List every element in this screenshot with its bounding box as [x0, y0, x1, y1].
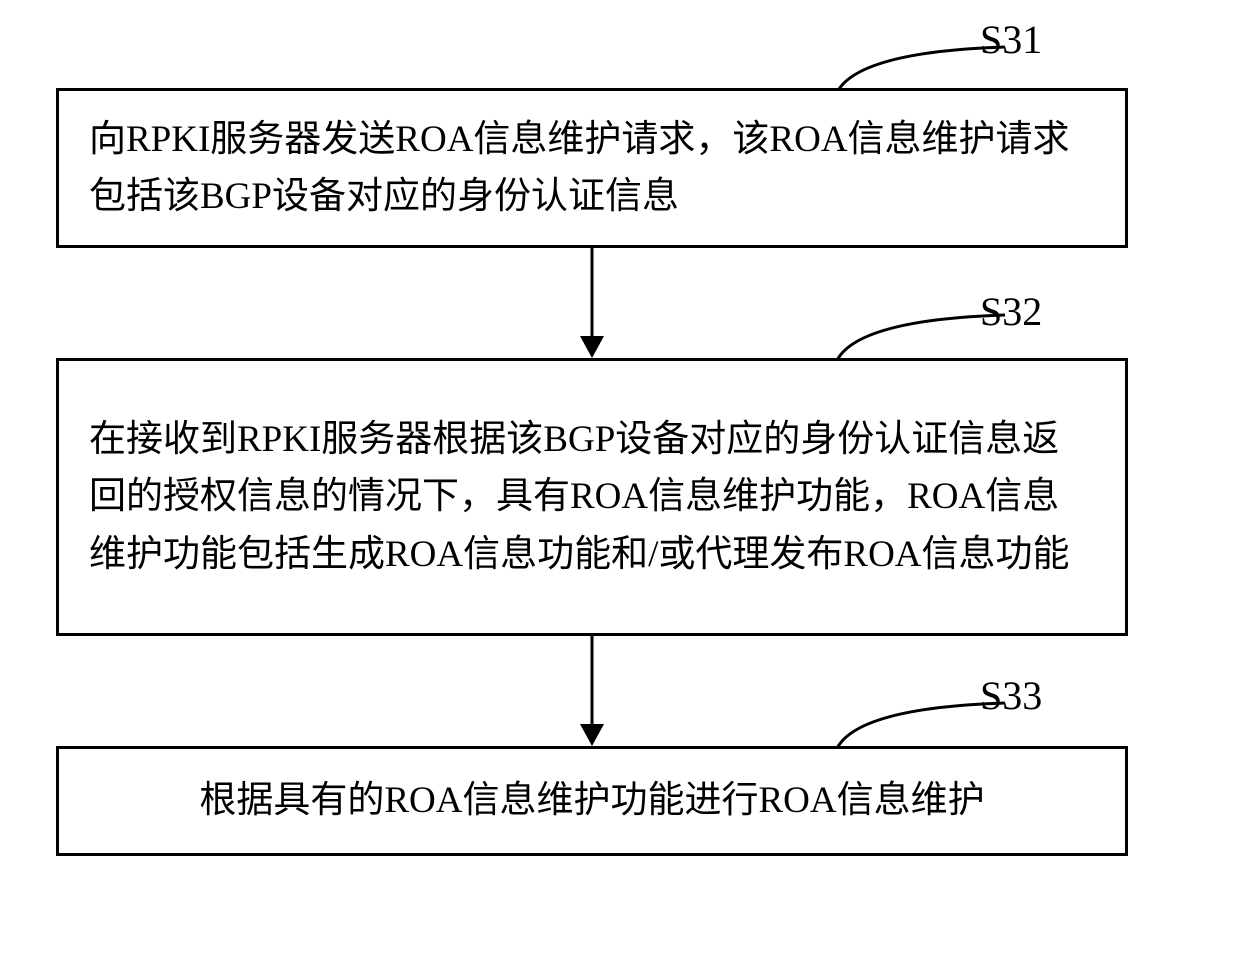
arrow-s31-s32: [591, 248, 594, 336]
arrow-head-s32-s33: [580, 724, 604, 746]
arrow-s32-s33: [591, 636, 594, 724]
step-box-s31: 向RPKI服务器发送ROA信息维护请求，该ROA信息维护请求包括该BGP设备对应…: [56, 88, 1128, 248]
step-label-s32: S32: [980, 288, 1042, 335]
step-box-s33: 根据具有的ROA信息维护功能进行ROA信息维护: [56, 746, 1128, 856]
step-label-s33: S33: [980, 672, 1042, 719]
step-text-s32: 在接收到RPKI服务器根据该BGP设备对应的身份认证信息返回的授权信息的情况下，…: [89, 411, 1095, 583]
flowchart-container: S31 向RPKI服务器发送ROA信息维护请求，该ROA信息维护请求包括该BGP…: [0, 0, 1240, 965]
step-text-s33: 根据具有的ROA信息维护功能进行ROA信息维护: [199, 772, 984, 829]
step-text-s31: 向RPKI服务器发送ROA信息维护请求，该ROA信息维护请求包括该BGP设备对应…: [89, 111, 1095, 226]
step-box-s32: 在接收到RPKI服务器根据该BGP设备对应的身份认证信息返回的授权信息的情况下，…: [56, 358, 1128, 636]
arrow-head-s31-s32: [580, 336, 604, 358]
step-label-s31: S31: [980, 16, 1042, 63]
